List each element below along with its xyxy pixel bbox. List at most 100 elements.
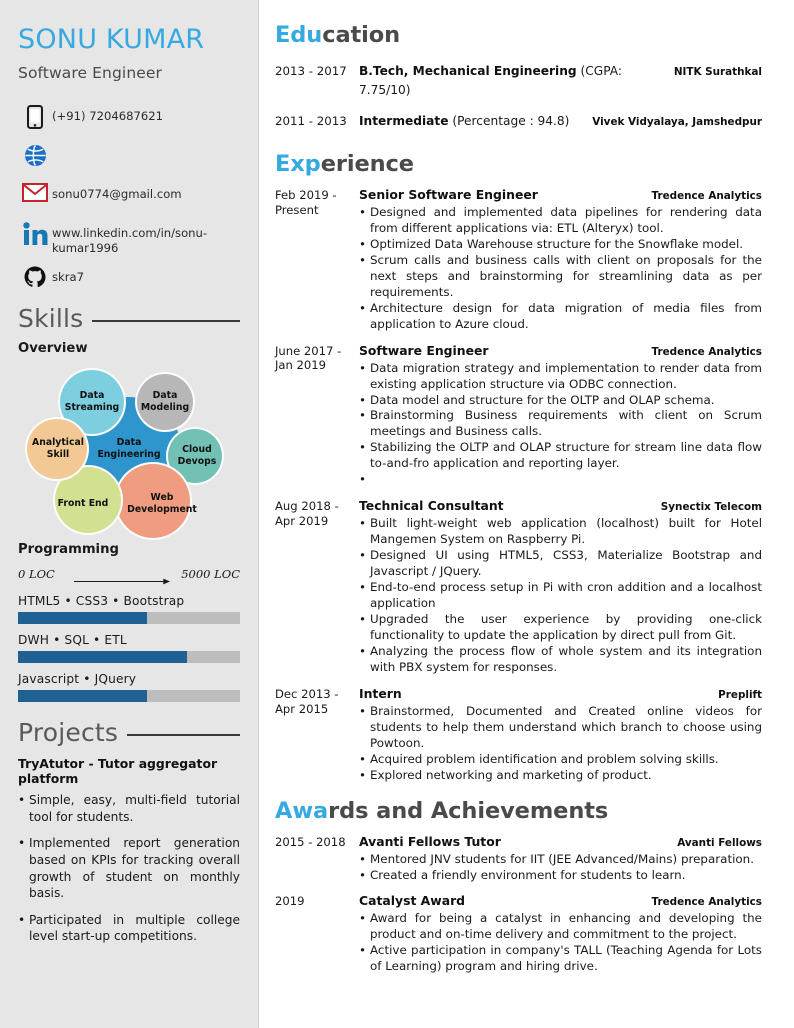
bullet-icon: •	[359, 767, 367, 782]
entry-bullet-list: • Mentored JNV students for IIT (JEE Adva…	[359, 852, 762, 884]
venn-label-data-modeling-l1: Data	[152, 390, 177, 401]
education-row: 2011 - 2013 Intermediate (Percentage : 9…	[275, 110, 762, 129]
bullet-text: Brainstormed, Documented and Created onl…	[370, 703, 762, 750]
list-item: • Brainstormed, Documented and Created on…	[359, 704, 762, 752]
entry-organization: Synectix Telecom	[660, 501, 762, 514]
bullet-text: Scrum calls and business calls with clie…	[370, 252, 762, 299]
venn-label-analytical-skill-l2: Skill	[46, 449, 68, 460]
bullet-icon: •	[18, 793, 26, 808]
programming-bar-row: DWH • SQL • ETL	[18, 633, 240, 664]
list-item: • Scrum calls and business calls with cli…	[359, 253, 762, 301]
entry-body: Catalyst Award Tredence Analytics • Award f…	[359, 893, 762, 975]
bullet-icon: •	[359, 643, 367, 658]
education-degree: B.Tech, Mechanical Engineering	[359, 64, 577, 78]
list-item: • End-to-end process setup in Pi with cro…	[359, 580, 762, 612]
bullet-icon: •	[359, 360, 367, 375]
entry-organization: Tredence Analytics	[651, 345, 762, 358]
venn-label-data-modeling-l2: Modeling	[140, 402, 188, 413]
venn-label-web-development-l1: Web	[150, 492, 173, 503]
entry-bullet-list: • Brainstormed, Documented and Created on…	[359, 704, 762, 784]
programming-label: Programming	[18, 542, 119, 558]
skills-heading-text: Skills	[18, 304, 84, 334]
list-item: • Explored networking and marketing of pr…	[359, 768, 762, 784]
venn-lobe-analytical-skill	[26, 419, 87, 480]
projects-heading-text: Projects	[18, 718, 119, 748]
venn-label-front-end: Front End	[57, 498, 108, 509]
entry-organization: Tredence Analytics	[651, 190, 762, 202]
list-item: • Upgraded the user experience by providi…	[359, 612, 762, 644]
entry-bullet-list: • Built light-weight web application (loc…	[359, 516, 762, 676]
education-institution: Vivek Vidyalaya, Jamshedpur	[592, 116, 762, 128]
bullet-text: Award for being a catalyst in enhancing …	[370, 911, 762, 942]
venn-label-center-l1: Data	[116, 437, 141, 448]
bullet-text: Acquired problem identification and prob…	[370, 751, 719, 766]
contact-linkedin[interactable]: www.linkedin.com/in/sonu-kumar1996	[18, 221, 240, 257]
contact-github[interactable]: skra7	[18, 265, 240, 295]
experience-heading: Experience	[275, 151, 762, 177]
contact-website[interactable]	[18, 143, 240, 173]
contact-email-text: sonu0774@gmail.com	[52, 186, 182, 201]
list-item: • Participated in multiple college level…	[18, 912, 240, 945]
bullet-text: Stabilizing the OLTP and OLAP structure …	[370, 440, 762, 471]
bullet-icon: •	[359, 751, 367, 766]
entry-title: Avanti Fellows Tutor	[359, 833, 501, 849]
project-bullet-text: Participated in multiple college level s…	[29, 912, 240, 944]
list-item: • Acquired problem identification and pro…	[359, 752, 762, 768]
bullet-text: Explored networking and marketing of pro…	[370, 767, 652, 782]
entry-dates: 2015 - 2018	[275, 834, 346, 849]
entry-title: Software Engineer	[359, 342, 489, 358]
loc-axis-max: 5000 LOC	[181, 567, 240, 582]
skills-heading-rule	[92, 319, 240, 322]
awards-list: 2015 - 2018 Avanti Fellows Tutor Avanti Fe…	[275, 834, 762, 976]
candidate-name: SONU KUMAR	[18, 24, 205, 55]
list-item: • Data model and structure for the OLTP a…	[359, 393, 762, 409]
entry-header: Catalyst Award Tredence Analytics	[359, 893, 762, 908]
venn-label-center-l2: Engineering	[97, 449, 160, 460]
experience-entry: Aug 2018 - Apr 2019 Technical Consultant S…	[275, 498, 762, 676]
entry-header: Technical Consultant Synectix Telecom	[359, 498, 762, 513]
main-content: Education 2013 - 2017 B.Tech, Mechanical…	[259, 0, 794, 1028]
entry-organization: Tredence Analytics	[651, 896, 762, 909]
bullet-text: Optimized Data Warehouse structure for t…	[370, 236, 744, 251]
programming-bar-row: HTML5 • CSS3 • Bootstrap	[18, 594, 240, 625]
list-item: • Brainstorming Business requirements wit…	[359, 408, 762, 440]
entry-body: Technical Consultant Synectix Telecom • Bui…	[359, 498, 762, 676]
education-detail: (Percentage : 94.8)	[448, 114, 570, 128]
bullet-icon: •	[359, 300, 367, 315]
bullet-icon: •	[18, 912, 26, 927]
list-item: • Award for being a catalyst in enhancing…	[359, 911, 762, 943]
education-detail: (CGPA: 7.75/10)	[359, 64, 622, 97]
skills-overview-label: Overview	[18, 341, 88, 357]
entry-bullet-list: • Data migration strategy and implementat…	[359, 361, 762, 489]
contact-phone[interactable]: (+91) 7204687621	[18, 104, 240, 134]
contact-email[interactable]: sonu0774@gmail.com	[18, 182, 240, 212]
entry-dates: Feb 2019 - Present	[275, 188, 337, 217]
bar-track	[18, 651, 240, 664]
entry-body: Avanti Fellows Tutor Avanti Fellows • Mento…	[359, 834, 762, 884]
entry-header: Software Engineer Tredence Analytics	[359, 343, 762, 358]
email-envelope-icon	[18, 182, 52, 202]
bullet-text: Designed and implemented data pipelines …	[370, 205, 762, 235]
bar-fill	[18, 690, 147, 703]
awards-heading: Awards and Achievements	[275, 798, 762, 824]
bullet-icon: •	[359, 911, 367, 926]
entry-title: Intern	[359, 685, 402, 701]
bullet-icon: •	[359, 703, 367, 718]
bullet-icon: •	[359, 580, 367, 595]
list-item: • Designed UI using HTML5, CSS3, Material…	[359, 548, 762, 580]
list-item: • Created a friendly environment for stud…	[359, 868, 762, 884]
loc-axis-min: 0 LOC	[18, 567, 55, 582]
bullet-text: Data model and structure for the OLTP an…	[370, 392, 715, 407]
entry-dates: Dec 2013 - Apr 2015	[275, 686, 339, 716]
venn-label-data-streaming-l2: Streaming	[64, 402, 118, 413]
awards-heading-accent: Awa	[275, 797, 329, 824]
bar-fill	[18, 651, 187, 664]
entry-title: Senior Software Engineer	[359, 187, 538, 202]
contact-phone-text: (+91) 7204687621	[52, 108, 163, 123]
list-item: •	[359, 472, 762, 488]
entry-dates: 2019	[275, 894, 305, 909]
entry-header: Avanti Fellows Tutor Avanti Fellows	[359, 834, 762, 849]
bullet-icon: •	[359, 205, 367, 219]
education-years: 2011 - 2013	[275, 114, 347, 128]
list-item: • Architecture design for data migration …	[359, 301, 762, 333]
